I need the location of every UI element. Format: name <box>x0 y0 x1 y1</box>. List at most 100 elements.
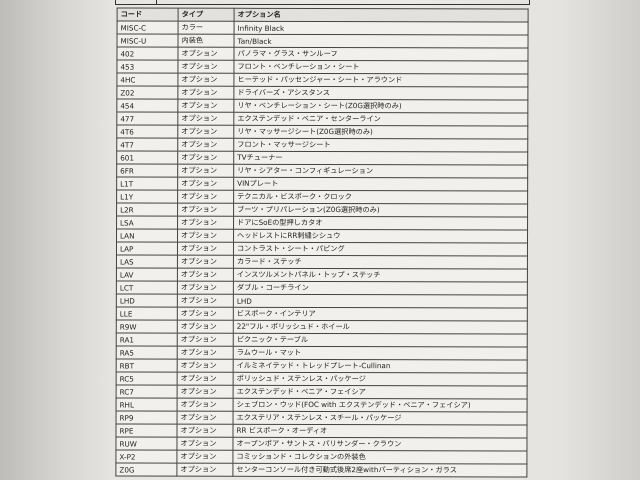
type-cell: オプション <box>176 437 233 451</box>
type-cell: オプション <box>177 99 234 113</box>
code-cell: RUW <box>115 436 177 451</box>
code-cell: RPE <box>115 423 178 438</box>
code-cell: 477 <box>116 111 178 126</box>
code-cell: LAN <box>116 228 178 243</box>
code-cell: 4HC <box>116 72 178 87</box>
type-cell: オプション <box>177 372 234 386</box>
code-cell: LAP <box>116 241 178 256</box>
table-row: RBT オプション イルミネイテッド・トレッドプレート-Cullinan <box>116 358 528 374</box>
option-name-cell: オープンポア・サントス・パリサンダー・クラウン <box>232 437 527 452</box>
type-cell: オプション <box>177 385 234 399</box>
code-cell: RP9 <box>116 410 178 425</box>
table-row: Z02 オプション ドライバーズ・アシスタンス <box>116 85 528 101</box>
code-cell: 6FR <box>116 163 178 178</box>
header-code: コード <box>117 7 179 22</box>
type-cell: オプション <box>177 294 234 308</box>
code-cell: Z02 <box>116 85 178 100</box>
option-name-cell: リヤ・シアター・コンフィギュレーション <box>233 164 528 179</box>
table-row: LSA オプション ドアにSoEの型押しカタオ <box>116 215 528 231</box>
code-cell: 4T6 <box>116 124 178 139</box>
table-row: RUW オプション オープンポア・サントス・パリサンダー・クラウン <box>115 436 527 452</box>
option-name-cell: カラード・ステッチ <box>233 255 528 270</box>
type-cell: オプション <box>177 60 234 74</box>
header-option-name: オプション名 <box>234 8 529 23</box>
code-cell: X-P2 <box>115 449 177 464</box>
table-row: 4T7 オプション フロント・マッサージシート <box>116 137 528 153</box>
option-name-cell: インスツルメントパネル・トップ・ステッチ <box>233 268 528 283</box>
type-cell: オプション <box>177 229 234 243</box>
table-row: 402 オプション パノラマ・グラス・サンルーフ <box>116 46 529 62</box>
type-cell: オプション <box>177 242 234 256</box>
table-row: 453 オプション フロント・ベンチレーション・シート <box>116 59 528 75</box>
type-cell: オプション <box>177 151 234 165</box>
table-row: LAN オプション ヘッドレストにRR刺繍シシュウ <box>116 228 528 244</box>
type-cell: オプション <box>177 255 234 269</box>
option-name-cell: ヘッドレストにRR刺繍シシュウ <box>233 229 528 244</box>
table-row: 4T6 オプション リヤ・マッサージシート(Z0G選択時のみ) <box>116 124 528 140</box>
code-cell: RA5 <box>116 345 178 360</box>
option-name-cell: 22"フル・ポリッシュド・ホイール <box>233 320 528 335</box>
table-row: 601 オプション TVチューナー <box>116 150 528 166</box>
partial-header-table <box>115 0 530 5</box>
code-cell: Z0G <box>115 462 177 477</box>
option-name-cell: フロント・マッサージシート <box>233 138 528 153</box>
code-cell: L1T <box>116 176 178 191</box>
option-name-cell: エクステリア・ステンレス・スチール・パッケージ <box>233 411 528 426</box>
table-row: L1T オプション VINプレート <box>116 176 528 192</box>
code-cell: RHL <box>116 397 178 412</box>
table-row: RP9 オプション エクステリア・ステンレス・スチール・パッケージ <box>116 410 528 426</box>
table-row: LAV オプション インスツルメントパネル・トップ・ステッチ <box>116 267 528 283</box>
code-cell: LSA <box>116 215 178 230</box>
option-name-cell: コミッションド・コレクションの外装色 <box>232 450 527 465</box>
type-cell: オプション <box>177 411 234 425</box>
type-cell: オプション <box>177 281 234 295</box>
table-row: RPE オプション RR ビスポーク・オーディオ <box>115 423 528 439</box>
code-cell: MISC-U <box>117 33 179 48</box>
option-name-cell: テクニカル・ビスポーク・クロック <box>233 190 528 205</box>
code-cell: LCT <box>116 280 178 295</box>
table-row: 477 オプション エクステンデッド・ベニア・センターライン <box>116 111 528 127</box>
code-cell: 453 <box>116 59 178 74</box>
type-cell: オプション <box>177 216 234 230</box>
option-name-cell: リヤ・マッサージシート(Z0G選択時のみ) <box>233 125 528 140</box>
code-cell: 4T7 <box>116 137 178 152</box>
option-name-cell: リヤ・ベンチレーション・シート(Z0G選択時のみ) <box>233 99 528 114</box>
table-row: 4HC オプション ヒーテッド・パッセンジャー・シート・アラウンド <box>116 72 528 88</box>
type-cell: オプション <box>177 73 234 87</box>
type-cell: オプション <box>177 47 235 61</box>
type-cell: オプション <box>177 177 234 191</box>
option-name-cell: コントラスト・シート・パピング <box>233 242 528 257</box>
option-name-cell: TVチューナー <box>233 151 528 166</box>
table-row: RA1 オプション ピクニック・テーブル <box>116 332 528 348</box>
option-name-cell: エクステンデッド・ベニア・センターライン <box>233 112 528 127</box>
code-cell: RC5 <box>116 371 178 386</box>
type-cell: オプション <box>176 463 233 477</box>
type-cell: オプション <box>177 190 234 204</box>
options-table: コード タイプ オプション名 MISC-C カラー Infinity Black MI… <box>115 7 529 478</box>
table-row: L2R オプション ブーツ・プリパレーション(Z0G選択時のみ) <box>116 202 528 218</box>
code-cell: LHD <box>116 293 178 308</box>
option-name-cell: ポリッシュド・ステンレス・パッケージ <box>233 372 528 387</box>
table-row: 6FR オプション リヤ・シアター・コンフィギュレーション <box>116 163 528 179</box>
option-name-cell: Infinity Black <box>234 21 529 36</box>
option-name-cell: シェブロン・ウッド(FOC with エクステンデッド・ベニア・フェイシア) <box>233 398 528 413</box>
code-cell: LLE <box>116 306 178 321</box>
option-name-cell: ピクニック・テーブル <box>233 333 528 348</box>
type-cell: オプション <box>177 320 234 334</box>
option-name-cell: ダブル・コーチライン <box>233 281 528 296</box>
type-cell: オプション <box>177 125 234 139</box>
type-cell: オプション <box>177 138 234 152</box>
type-cell: オプション <box>177 398 234 412</box>
option-name-cell: ヒーテッド・パッセンジャー・シート・アラウンド <box>233 73 528 88</box>
table-row: LCT オプション ダブル・コーチライン <box>116 280 528 296</box>
table-row: RC7 オプション エクステンデッド・ベニア・フェイシア <box>116 384 528 400</box>
code-cell: R9W <box>116 319 178 334</box>
code-cell: RC7 <box>116 384 178 399</box>
option-name-cell: LHD <box>233 294 528 309</box>
type-cell: 内装色 <box>178 34 235 48</box>
type-cell: オプション <box>177 112 234 126</box>
option-name-cell: ドライバーズ・アシスタンス <box>233 86 528 101</box>
table-row: LLE オプション ビスポーク・インテリア <box>116 306 528 322</box>
table-row: L1Y オプション テクニカル・ビスポーク・クロック <box>116 189 528 205</box>
table-row: RC5 オプション ポリッシュド・ステンレス・パッケージ <box>116 371 528 387</box>
